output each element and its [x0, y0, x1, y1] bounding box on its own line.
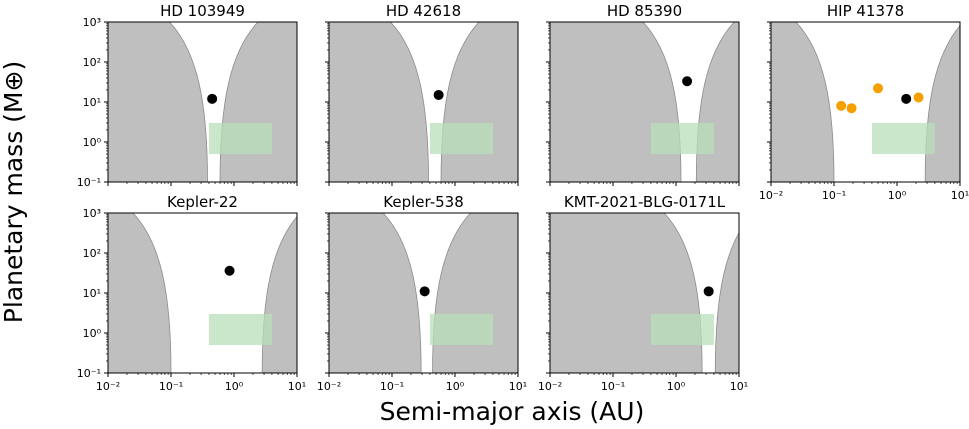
- excluded-region-outer: [432, 213, 518, 373]
- planet-point: [682, 76, 693, 87]
- x-tick-label: 10¹: [730, 380, 748, 393]
- target-region-box: [650, 122, 714, 155]
- x-tick-label: 10¹: [288, 380, 306, 393]
- planet-point: [419, 286, 430, 297]
- target-region-box: [871, 122, 935, 155]
- excluded-region-inner: [108, 22, 208, 182]
- plot-area: [329, 22, 518, 182]
- y-tick-label: 10⁰: [83, 327, 102, 340]
- x-tick-label: 10¹: [509, 380, 527, 393]
- x-axis-label: Semi-major axis (AU): [380, 397, 645, 426]
- planet-point: [207, 93, 218, 104]
- plot-area: [108, 22, 297, 182]
- x-tick-label: 10⁻²: [96, 380, 120, 393]
- y-tick-label: 10³: [83, 16, 101, 29]
- panel-0: 10⁻¹ 10⁰ 10¹ 10² 10³ HD 103949: [77, 2, 298, 189]
- excluded-region-inner: [771, 22, 835, 182]
- y-axis-label: Planetary mass (M⊕): [0, 61, 28, 323]
- x-tick-label: 10⁰: [225, 380, 244, 393]
- planet-point: [901, 93, 912, 104]
- excluded-region-inner: [108, 213, 172, 373]
- plot-area: [550, 213, 739, 373]
- x-tick-label: 10¹: [951, 189, 969, 202]
- excluded-region-outer: [714, 213, 739, 373]
- excluded-region-inner: [550, 213, 703, 373]
- plot-area: [550, 22, 739, 182]
- target-region-box: [650, 313, 714, 346]
- x-tick-label: 10⁻²: [538, 380, 562, 393]
- x-tick-label: 10⁻¹: [822, 189, 846, 202]
- panel-6: 10⁻² 10⁻¹ 10⁰ 10¹ KMT-2021-BLG-0171L: [538, 193, 748, 393]
- plot-area: [108, 213, 297, 373]
- panel-title: HD 85390: [607, 2, 682, 20]
- y-tick-label: 10¹: [83, 96, 101, 109]
- planet-point: [703, 286, 714, 297]
- excluded-region-outer: [261, 213, 297, 373]
- panel-title: HD 103949: [160, 2, 245, 20]
- y-tick-label: 10⁰: [83, 136, 102, 149]
- plot-area: [329, 213, 518, 373]
- panels: 10⁻¹ 10⁰ 10¹ 10² 10³ HD 103949 HD 42618 HD 8539…: [77, 2, 969, 393]
- panel-title: Kepler-538: [383, 193, 464, 211]
- y-tick-label: 10⁻¹: [77, 176, 101, 189]
- panel-3: 10⁻² 10⁻¹ 10⁰ 10¹ HIP 41378: [759, 2, 969, 202]
- panel-title: HIP 41378: [827, 2, 904, 20]
- x-tick-label: 10⁻²: [317, 380, 341, 393]
- panel-title: HD 42618: [386, 2, 461, 20]
- y-tick-label: 10³: [83, 207, 101, 220]
- x-tick-label: 10⁻¹: [380, 380, 404, 393]
- known-planet-point: [873, 83, 884, 94]
- excluded-region-outer: [440, 22, 518, 182]
- x-tick-label: 10⁰: [888, 189, 907, 202]
- known-planet-point: [913, 92, 924, 103]
- x-tick-label: 10⁻¹: [159, 380, 183, 393]
- x-tick-label: 10⁰: [446, 380, 465, 393]
- panel-5: 10⁻² 10⁻¹ 10⁰ 10¹ Kepler-538: [317, 193, 527, 393]
- x-tick-label: 10⁰: [667, 380, 686, 393]
- target-region-box: [208, 122, 272, 155]
- excluded-region-inner: [329, 213, 422, 373]
- excluded-region-inner: [329, 22, 429, 182]
- known-planet-point: [846, 103, 857, 114]
- x-tick-label: 10⁻²: [759, 189, 783, 202]
- excluded-region-outer: [695, 22, 739, 182]
- target-region-box: [429, 122, 493, 155]
- y-tick-label: 10⁻¹: [77, 367, 101, 380]
- x-tick-label: 10⁻¹: [601, 380, 625, 393]
- y-tick-label: 10¹: [83, 287, 101, 300]
- planet-point: [224, 265, 235, 276]
- excluded-region-outer: [924, 22, 960, 182]
- target-region-box: [208, 313, 272, 346]
- panel-title: KMT-2021-BLG-0171L: [564, 193, 726, 211]
- y-tick-label: 10²: [83, 56, 101, 69]
- panel-1: HD 42618: [325, 2, 519, 186]
- planet-point: [433, 89, 444, 100]
- excluded-region-outer: [219, 22, 297, 182]
- excluded-region-inner: [550, 22, 682, 182]
- y-tick-label: 10²: [83, 247, 101, 260]
- panel-2: HD 85390: [546, 2, 740, 186]
- panel-title: Kepler-22: [167, 193, 238, 211]
- target-region-box: [429, 313, 493, 346]
- plot-area: [771, 22, 960, 182]
- known-planet-point: [836, 100, 847, 111]
